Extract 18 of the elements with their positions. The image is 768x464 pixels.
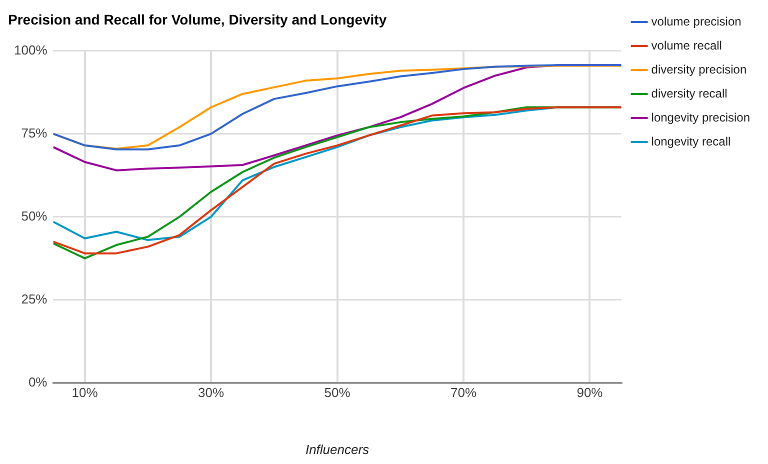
x-axis-title: Influencers	[305, 442, 370, 457]
y-tick-label: 50%	[21, 208, 48, 224]
x-tick-label: 70%	[450, 385, 477, 400]
x-tick-label: 50%	[324, 385, 351, 400]
legend-label: diversity precision	[651, 62, 747, 76]
legend-label: volume recall	[651, 38, 722, 52]
y-tick-label: 0%	[28, 374, 48, 390]
legend-label: volume precision	[651, 14, 742, 28]
y-tick-label: 75%	[21, 125, 48, 140]
x-tick-label: 30%	[198, 385, 224, 400]
legend-label: diversity recall	[651, 86, 728, 100]
chart-title: Precision and Recall for Volume, Diversity and Longevity	[8, 11, 387, 28]
y-tick-label: 25%	[21, 291, 48, 306]
x-tick-label: 90%	[576, 385, 604, 400]
y-tick-label: 100%	[14, 42, 48, 58]
legend-label: longevity precision	[651, 110, 750, 124]
x-tick-label: 10%	[72, 385, 98, 400]
legend-label: longevity recall	[651, 134, 731, 148]
